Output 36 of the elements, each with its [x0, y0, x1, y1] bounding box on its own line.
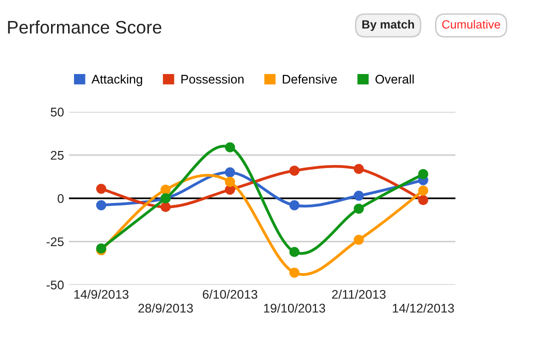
y-tick-label: -50	[46, 280, 64, 290]
x-tick-label: 14/9/2013	[74, 290, 128, 299]
legend-label: Defensive	[282, 74, 337, 84]
point	[418, 194, 428, 206]
y-tick-label: 50	[50, 108, 64, 117]
point	[418, 169, 428, 180]
point	[96, 200, 106, 210]
chart-title: Performance Score	[8, 20, 162, 34]
legend-label: Possession	[181, 74, 244, 84]
x-tick-label: 14/12/2013	[392, 303, 454, 313]
point	[354, 190, 364, 201]
point	[418, 185, 428, 196]
point	[289, 166, 300, 176]
point	[354, 234, 364, 245]
y-tick-label: 0	[58, 194, 64, 203]
text: By match	[362, 20, 414, 31]
legend-label: Attacking	[92, 74, 142, 86]
x-tick-label: 6/10/2013	[202, 290, 258, 299]
y-tick-label: -25	[46, 237, 64, 246]
point	[354, 204, 364, 214]
point	[224, 142, 236, 152]
point	[160, 202, 171, 212]
x-tick-label: 2/11/2013	[332, 290, 386, 299]
x-tick-label: 28/9/2013	[138, 303, 193, 313]
point	[96, 184, 106, 194]
point	[289, 246, 300, 257]
y-tick-label: 25	[50, 150, 64, 160]
point	[354, 164, 364, 174]
point	[224, 176, 236, 187]
point	[160, 184, 171, 195]
point	[224, 167, 236, 178]
point	[289, 268, 300, 278]
x-tick-label: 19/10/2013	[264, 303, 326, 313]
legend-label: Overall	[376, 74, 414, 84]
point	[289, 200, 300, 210]
text: Cumulative	[442, 20, 500, 29]
